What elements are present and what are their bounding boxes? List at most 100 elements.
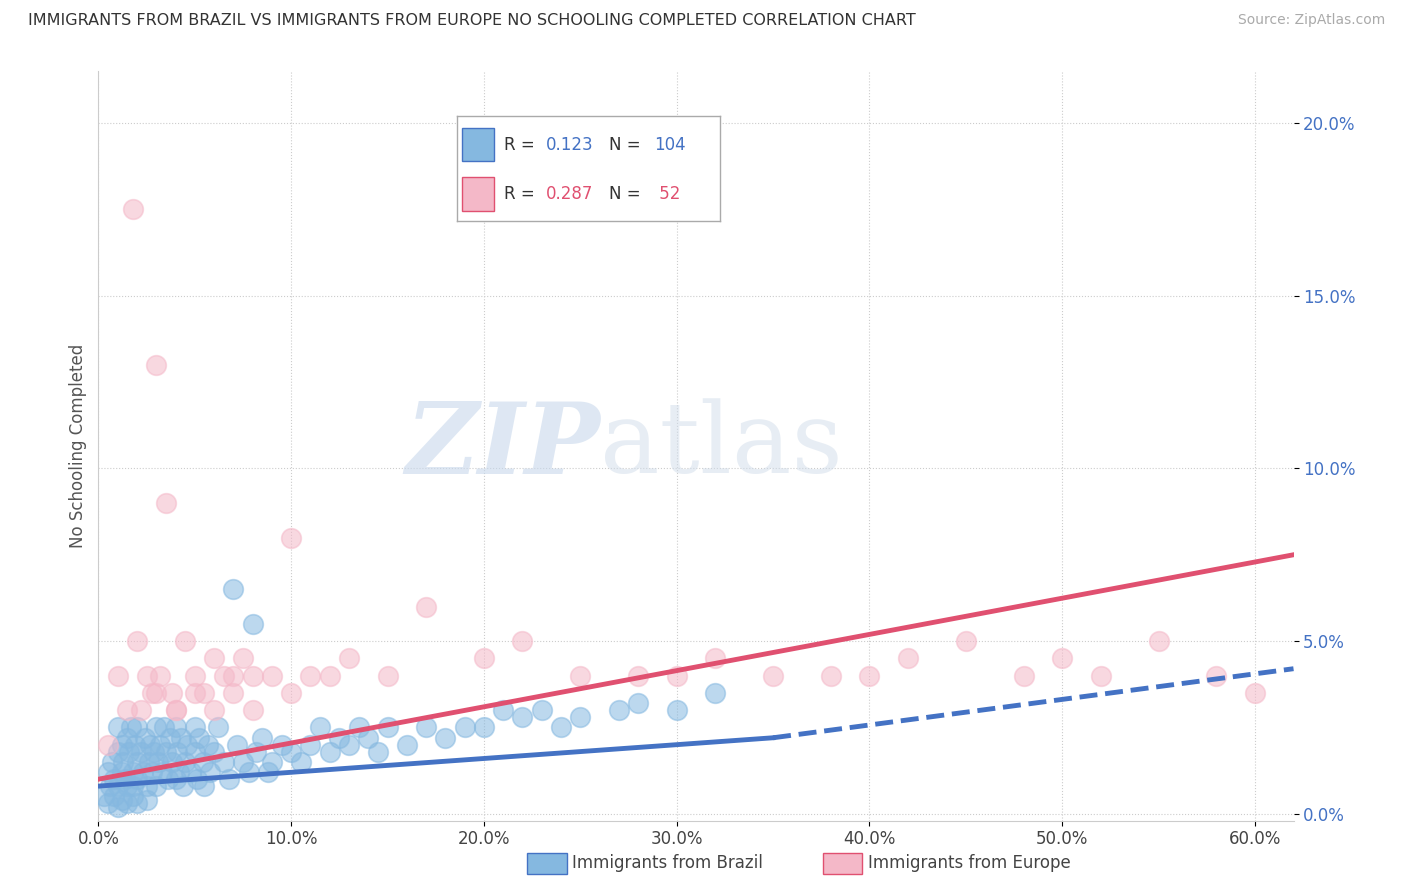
- Point: [222, 686, 245, 700]
- Point: [704, 651, 727, 665]
- Point: [550, 720, 572, 734]
- Point: [367, 745, 389, 759]
- Point: [242, 616, 264, 631]
- Point: [160, 755, 183, 769]
- Point: [125, 634, 148, 648]
- Point: [117, 779, 139, 793]
- Point: [290, 755, 312, 769]
- Point: [309, 720, 332, 734]
- Point: [242, 703, 264, 717]
- Point: [101, 755, 124, 769]
- Point: [135, 793, 157, 807]
- Point: [124, 738, 146, 752]
- Point: [897, 651, 920, 665]
- Point: [150, 765, 173, 780]
- Point: [180, 765, 202, 780]
- Point: [187, 731, 209, 745]
- Point: [607, 703, 630, 717]
- Point: [512, 634, 534, 648]
- Text: Source: ZipAtlas.com: Source: ZipAtlas.com: [1237, 13, 1385, 28]
- Point: [141, 765, 163, 780]
- Point: [145, 720, 167, 734]
- Point: [139, 738, 162, 752]
- Point: [143, 745, 166, 759]
- Point: [145, 779, 167, 793]
- Point: [665, 668, 688, 682]
- Y-axis label: No Schooling Completed: No Schooling Completed: [69, 344, 87, 548]
- Point: [232, 651, 254, 665]
- Point: [252, 731, 274, 745]
- Point: [122, 765, 145, 780]
- Point: [260, 755, 283, 769]
- Point: [122, 789, 145, 804]
- Point: [319, 668, 342, 682]
- Point: [280, 531, 302, 545]
- Point: [337, 651, 360, 665]
- Point: [193, 779, 215, 793]
- Point: [134, 731, 156, 745]
- Point: [148, 755, 170, 769]
- Point: [347, 720, 370, 734]
- Point: [129, 703, 152, 717]
- Point: [125, 797, 148, 811]
- Point: [107, 720, 129, 734]
- Point: [1147, 634, 1170, 648]
- Point: [627, 668, 650, 682]
- Text: Immigrants from Brazil: Immigrants from Brazil: [572, 855, 763, 872]
- Point: [117, 797, 139, 811]
- Point: [955, 634, 977, 648]
- Point: [197, 738, 219, 752]
- Point: [172, 779, 194, 793]
- Point: [138, 755, 160, 769]
- Point: [169, 765, 191, 780]
- Point: [280, 745, 302, 759]
- Point: [184, 668, 207, 682]
- Point: [135, 779, 157, 793]
- Point: [159, 731, 181, 745]
- Point: [165, 703, 187, 717]
- Point: [117, 703, 139, 717]
- Point: [472, 720, 495, 734]
- Point: [107, 800, 129, 814]
- Point: [174, 634, 197, 648]
- Point: [107, 745, 129, 759]
- Point: [1244, 686, 1267, 700]
- Point: [238, 765, 260, 780]
- Point: [176, 738, 198, 752]
- Point: [415, 720, 437, 734]
- Point: [135, 668, 157, 682]
- Point: [218, 772, 240, 787]
- Point: [627, 696, 650, 710]
- Point: [200, 765, 222, 780]
- Point: [395, 738, 418, 752]
- Point: [858, 668, 880, 682]
- Point: [260, 668, 283, 682]
- Text: Immigrants from Europe: Immigrants from Europe: [868, 855, 1070, 872]
- Point: [122, 779, 145, 793]
- Point: [377, 720, 399, 734]
- Point: [103, 789, 125, 804]
- Point: [98, 779, 121, 793]
- Point: [155, 496, 177, 510]
- Point: [569, 710, 592, 724]
- Point: [170, 731, 193, 745]
- Point: [153, 720, 176, 734]
- Point: [377, 668, 399, 682]
- Point: [319, 745, 342, 759]
- Point: [165, 772, 187, 787]
- Text: IMMIGRANTS FROM BRAZIL VS IMMIGRANTS FROM EUROPE NO SCHOOLING COMPLETED CORRELAT: IMMIGRANTS FROM BRAZIL VS IMMIGRANTS FRO…: [28, 13, 915, 29]
- Point: [530, 703, 553, 717]
- Point: [166, 745, 188, 759]
- Point: [665, 703, 688, 717]
- Point: [193, 686, 215, 700]
- Point: [328, 731, 350, 745]
- Point: [110, 738, 132, 752]
- Point: [97, 765, 120, 780]
- Point: [141, 686, 163, 700]
- Point: [120, 720, 142, 734]
- Point: [149, 668, 172, 682]
- Point: [165, 720, 187, 734]
- Point: [165, 703, 187, 717]
- Text: ZIP: ZIP: [405, 398, 600, 494]
- Point: [184, 745, 207, 759]
